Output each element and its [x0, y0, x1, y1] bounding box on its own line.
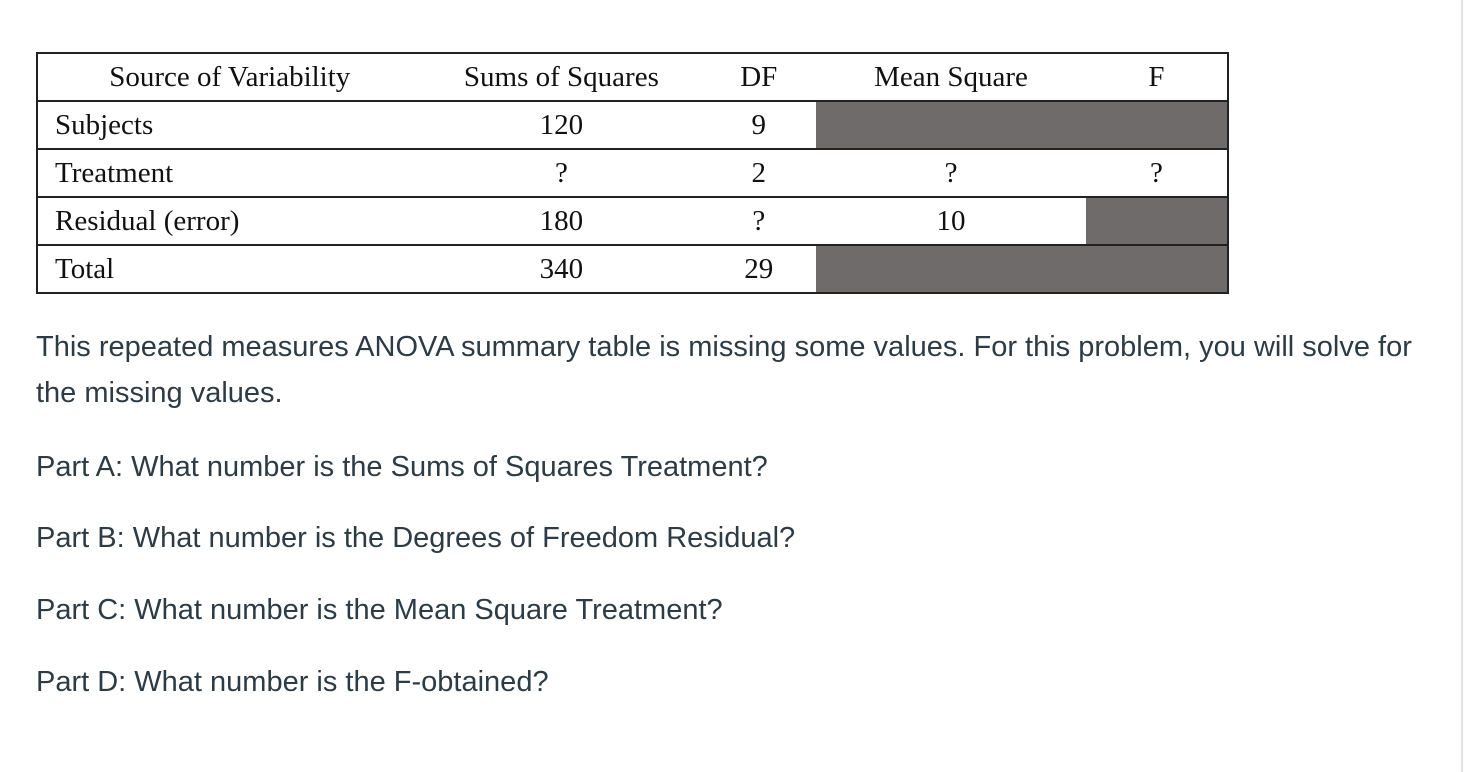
cell-df: 2 [751, 157, 767, 189]
question-part-d: Part D: What number is the F-obtained? [36, 666, 549, 698]
table-row-total: Total 340 29 [37, 245, 1228, 293]
question-part-c: Part C: What number is the Mean Square T… [36, 594, 723, 626]
cell-df: 29 [744, 253, 774, 285]
table-header-row: Source of Variability Sums of Squares DF… [37, 53, 1228, 101]
cell-ss: ? [554, 157, 568, 189]
table-row-treatment: Treatment ? 2 ? ? [37, 149, 1228, 197]
cell-source: Treatment [55, 157, 174, 189]
header-f: F [1148, 61, 1165, 93]
table-row-subjects: Subjects 120 9 [37, 101, 1228, 149]
question-part-a: Part A: What number is the Sums of Squar… [36, 451, 768, 483]
table-row-residual: Residual (error) 180 ? 10 [37, 197, 1228, 245]
content-divider [1461, 0, 1463, 772]
header-df: DF [740, 61, 778, 93]
cell-ss: 120 [539, 109, 584, 141]
cell-source: Total [55, 253, 115, 285]
cell-df: 9 [751, 109, 767, 141]
cell-ms: ? [944, 157, 958, 189]
header-sums-of-squares: Sums of Squares [463, 61, 659, 93]
anova-summary-table: Source of Variability Sums of Squares DF… [36, 52, 1229, 294]
cell-source: Subjects [55, 109, 154, 141]
header-mean-square: Mean Square [874, 61, 1028, 93]
shaded-cell [816, 101, 1228, 149]
shaded-cell [816, 245, 1228, 293]
intro-text: This repeated measures ANOVA summary tab… [36, 331, 1412, 409]
cell-ms: 10 [936, 205, 966, 237]
cell-df: ? [752, 205, 766, 237]
cell-ss: 340 [539, 253, 584, 285]
cell-f: ? [1149, 157, 1163, 189]
shaded-cell [1085, 197, 1228, 245]
header-source: Source of Variability [109, 61, 351, 93]
question-part-b: Part B: What number is the Degrees of Fr… [36, 522, 796, 554]
cell-source: Residual (error) [55, 205, 240, 237]
cell-ss: 180 [539, 205, 584, 237]
